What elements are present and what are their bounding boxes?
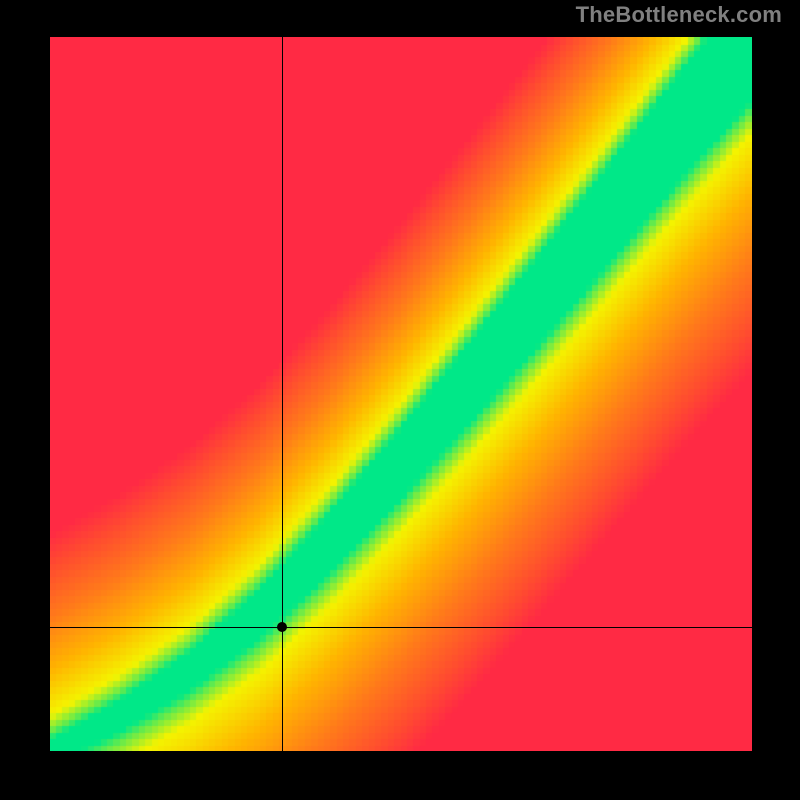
crosshair-marker[interactable] [277,622,287,632]
crosshair-horizontal [50,627,752,628]
root: TheBottleneck.com [0,0,800,800]
attribution-text: TheBottleneck.com [576,2,782,28]
crosshair-vertical [282,37,283,751]
heatmap-plot [50,37,752,751]
heatmap-canvas [50,37,752,751]
